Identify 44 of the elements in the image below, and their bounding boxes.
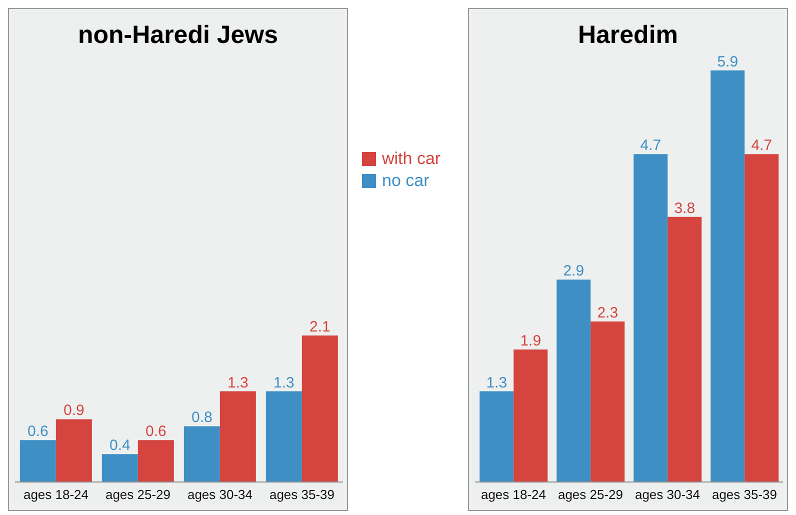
x-tick-label: ages 30-34 bbox=[187, 487, 253, 502]
legend-label: no car bbox=[382, 171, 430, 191]
data-label: 0.6 bbox=[27, 423, 48, 440]
data-label: 0.6 bbox=[145, 423, 166, 440]
bar bbox=[302, 335, 338, 482]
x-tick-label: ages 35-39 bbox=[269, 487, 335, 502]
bar bbox=[56, 419, 92, 482]
data-label: 4.7 bbox=[751, 137, 772, 154]
data-label: 0.4 bbox=[109, 437, 130, 454]
chart-title: non-Haredi Jews bbox=[76, 21, 280, 50]
x-tick-label: ages 35-39 bbox=[712, 487, 778, 502]
data-label: 2.9 bbox=[563, 262, 584, 280]
data-label: 2.1 bbox=[309, 318, 330, 336]
bar bbox=[184, 426, 220, 482]
data-label: 1.9 bbox=[520, 332, 542, 350]
bar bbox=[20, 440, 56, 482]
bar bbox=[266, 391, 302, 482]
data-label: 2.3 bbox=[597, 304, 618, 322]
bar bbox=[138, 440, 174, 482]
x-tick-label: ages 25-29 bbox=[558, 487, 624, 502]
x-tick-label: ages 18-24 bbox=[23, 487, 89, 502]
bar bbox=[514, 349, 548, 482]
x-tick-label: ages 18-24 bbox=[480, 487, 546, 502]
data-label: 1.3 bbox=[486, 374, 508, 392]
bar bbox=[220, 391, 256, 482]
data-label: 0.8 bbox=[191, 409, 212, 426]
bar bbox=[480, 391, 514, 482]
bar bbox=[634, 154, 668, 482]
bar bbox=[556, 280, 591, 482]
data-label: 5.9 bbox=[717, 53, 738, 70]
bar bbox=[590, 322, 625, 482]
x-tick-label: ages 30-34 bbox=[634, 487, 700, 502]
legend-label: with car bbox=[382, 149, 441, 169]
data-label: 1.3 bbox=[273, 374, 294, 392]
data-label: 1.3 bbox=[227, 374, 248, 392]
bar bbox=[102, 454, 138, 482]
bar bbox=[668, 216, 702, 482]
data-label: 0.9 bbox=[63, 402, 84, 420]
data-label: 4.7 bbox=[640, 137, 662, 154]
bar bbox=[710, 70, 745, 482]
x-tick-label: ages 25-29 bbox=[105, 487, 171, 502]
data-label: 3.8 bbox=[674, 200, 696, 217]
bar bbox=[744, 154, 779, 482]
chart-title: Haredim bbox=[576, 21, 680, 50]
